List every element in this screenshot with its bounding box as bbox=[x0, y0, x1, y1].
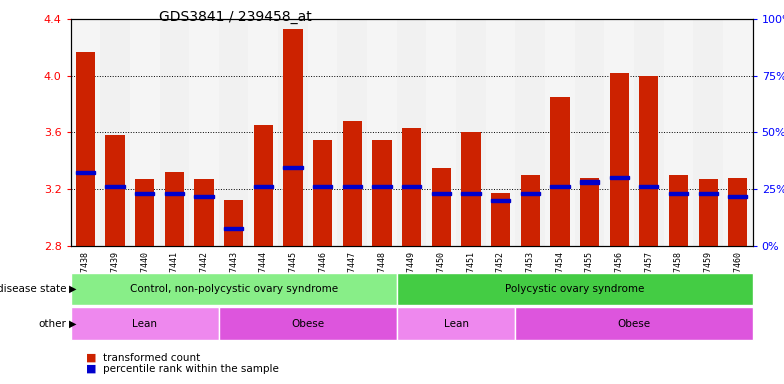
Bar bbox=[402, 128, 421, 246]
Bar bbox=[337, 19, 367, 246]
Bar bbox=[254, 185, 273, 188]
Bar bbox=[728, 178, 747, 246]
Bar bbox=[580, 180, 599, 184]
Bar bbox=[723, 19, 753, 246]
Bar bbox=[135, 192, 154, 195]
Bar bbox=[278, 19, 308, 246]
Text: GDS3841 / 239458_at: GDS3841 / 239458_at bbox=[159, 10, 311, 23]
Bar bbox=[545, 19, 575, 246]
Bar bbox=[669, 192, 688, 195]
Bar bbox=[639, 185, 659, 188]
Bar bbox=[461, 192, 481, 195]
Bar bbox=[372, 139, 391, 246]
Text: Lean: Lean bbox=[132, 318, 158, 329]
Bar bbox=[105, 185, 125, 188]
Text: Control, non-polycystic ovary syndrome: Control, non-polycystic ovary syndrome bbox=[129, 284, 338, 294]
Bar bbox=[135, 179, 154, 246]
Bar bbox=[639, 76, 659, 246]
Bar bbox=[432, 168, 451, 246]
Bar bbox=[283, 29, 303, 246]
Bar bbox=[515, 19, 545, 246]
Text: Obese: Obese bbox=[618, 318, 651, 329]
Bar bbox=[308, 19, 337, 246]
Text: ▶: ▶ bbox=[69, 284, 77, 294]
Bar bbox=[550, 185, 569, 188]
Bar bbox=[397, 19, 426, 246]
Bar bbox=[550, 97, 569, 246]
Bar bbox=[402, 185, 421, 188]
Text: Lean: Lean bbox=[444, 318, 469, 329]
Bar bbox=[432, 192, 451, 195]
Bar bbox=[521, 192, 540, 195]
Bar bbox=[283, 166, 303, 169]
Bar bbox=[219, 19, 249, 246]
Bar bbox=[580, 178, 599, 246]
Bar bbox=[224, 200, 243, 246]
Bar bbox=[130, 19, 159, 246]
Bar bbox=[194, 179, 214, 246]
Bar bbox=[194, 195, 214, 198]
Bar bbox=[76, 52, 95, 246]
Bar bbox=[159, 19, 189, 246]
Text: ▶: ▶ bbox=[69, 318, 77, 329]
Bar bbox=[491, 199, 510, 202]
Bar bbox=[165, 192, 184, 195]
Bar bbox=[165, 172, 184, 246]
Bar bbox=[313, 139, 332, 246]
Bar bbox=[491, 194, 510, 246]
Bar bbox=[189, 19, 219, 246]
Bar bbox=[249, 19, 278, 246]
Bar bbox=[609, 73, 629, 246]
Bar bbox=[664, 19, 693, 246]
Bar bbox=[609, 176, 629, 179]
Bar bbox=[71, 19, 100, 246]
Text: other: other bbox=[38, 318, 67, 329]
Text: percentile rank within the sample: percentile rank within the sample bbox=[103, 364, 279, 374]
Bar bbox=[699, 179, 718, 246]
Bar bbox=[100, 19, 130, 246]
Text: ■: ■ bbox=[86, 364, 96, 374]
Text: Obese: Obese bbox=[291, 318, 325, 329]
Bar bbox=[461, 132, 481, 246]
Bar bbox=[575, 19, 604, 246]
Bar bbox=[728, 195, 747, 198]
Bar bbox=[521, 175, 540, 246]
Bar bbox=[76, 170, 95, 174]
Bar bbox=[604, 19, 634, 246]
Bar bbox=[313, 185, 332, 188]
Text: ■: ■ bbox=[86, 353, 96, 363]
Bar bbox=[105, 135, 125, 246]
Bar bbox=[224, 227, 243, 230]
Bar bbox=[343, 121, 362, 246]
Bar bbox=[343, 185, 362, 188]
Bar bbox=[456, 19, 486, 246]
Bar bbox=[426, 19, 456, 246]
Bar bbox=[669, 175, 688, 246]
Bar bbox=[367, 19, 397, 246]
Bar bbox=[699, 192, 718, 195]
Bar bbox=[254, 126, 273, 246]
Bar bbox=[372, 185, 391, 188]
Bar bbox=[634, 19, 664, 246]
Bar bbox=[693, 19, 723, 246]
Text: disease state: disease state bbox=[0, 284, 67, 294]
Text: transformed count: transformed count bbox=[103, 353, 201, 363]
Bar bbox=[486, 19, 515, 246]
Text: Polycystic ovary syndrome: Polycystic ovary syndrome bbox=[505, 284, 644, 294]
